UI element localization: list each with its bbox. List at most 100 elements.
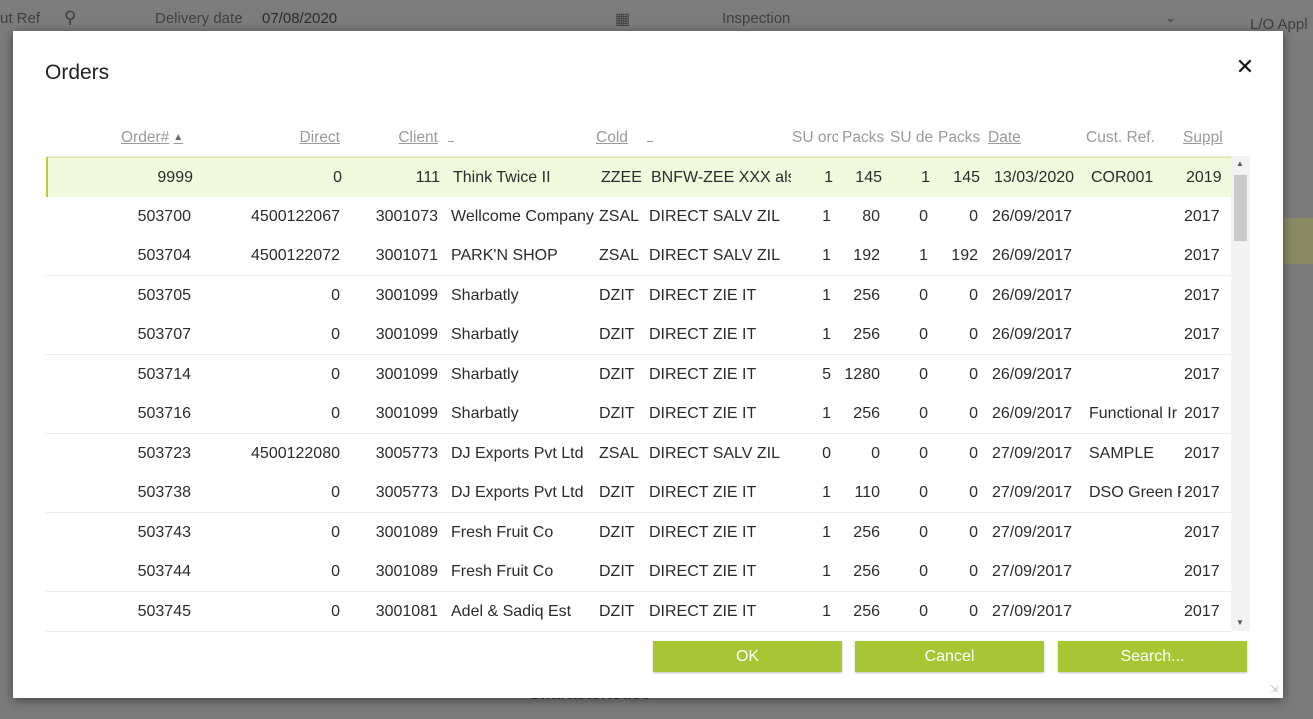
- column-header-cold[interactable]: Cold: [596, 129, 628, 146]
- cell-su-del: 1: [921, 169, 930, 186]
- cell-date: 26/09/2017: [992, 286, 1073, 304]
- cell-packs-del: 0: [969, 405, 978, 422]
- cell-direct: 0: [331, 523, 340, 541]
- scroll-up-icon[interactable]: ▲: [1236, 159, 1244, 168]
- cell-su-del: 0: [919, 365, 928, 383]
- cell-su-ord: 1: [822, 484, 831, 501]
- column-header-direct[interactable]: Direct: [299, 129, 340, 146]
- cell-client: 3001089: [375, 563, 438, 580]
- search-button[interactable]: Search...: [1058, 641, 1247, 672]
- column-header-supplier[interactable]: Suppl: [1183, 129, 1223, 146]
- cell-order: 503743: [137, 523, 191, 541]
- cell-date: 27/09/2017: [992, 444, 1073, 462]
- table-row[interactable]: 9999 0 111 Think Twice II ZZEE BNFW-ZEE XXX a…: [46, 157, 1231, 198]
- cell-supplier: 2017: [1184, 207, 1220, 225]
- cell-su-ord: 1: [822, 523, 831, 541]
- cell-cust-ref: [1089, 315, 1181, 354]
- ok-button[interactable]: OK: [653, 641, 842, 672]
- table-row[interactable]: 503743 0 3001089 Fresh Fruit Co DZIT DIRECT Z…: [46, 512, 1231, 553]
- cell-direct: 0: [331, 602, 340, 620]
- table-row[interactable]: 503744 0 3001089 Fresh Fruit Co DZIT DIRECT Z…: [46, 552, 1231, 592]
- cell-cold-desc: DIRECT ZIE IT: [649, 326, 757, 343]
- cell-direct: 0: [331, 326, 340, 343]
- column-header-packs-del[interactable]: Packs: [938, 129, 981, 146]
- cell-cold-desc: BNFW-ZEE XXX als: [651, 169, 791, 186]
- cell-direct: 0: [333, 169, 342, 186]
- cell-cold-desc: DIRECT SALV ZIL: [649, 444, 780, 462]
- cell-su-ord: 1: [822, 326, 831, 343]
- cell-packs-del: 0: [969, 365, 978, 383]
- cell-su-del: 0: [919, 405, 928, 422]
- cell-cust-ref: [1089, 197, 1181, 236]
- cell-order: 503716: [137, 405, 191, 422]
- column-header-order[interactable]: Order# ▲: [121, 129, 184, 146]
- resize-grip-icon[interactable]: ⇲: [1270, 684, 1279, 695]
- cell-supplier: 2017: [1184, 523, 1220, 541]
- cell-supplier: 2017: [1184, 602, 1220, 620]
- cell-cold: ZSAL: [599, 247, 640, 264]
- bg-highlight-panel: [1283, 218, 1313, 264]
- cell-packs-ord: 256: [853, 523, 880, 541]
- cell-date: 26/09/2017: [992, 326, 1073, 343]
- column-header-client[interactable]: Client: [398, 129, 438, 146]
- table-row[interactable]: 503745 0 3001081 Adel & Sadiq Est DZIT DIRECT…: [46, 591, 1231, 632]
- table-row[interactable]: 503714 0 3001099 Sharbatly DZIT DIRECT ZIE IT…: [46, 354, 1231, 395]
- cell-cold-desc: DIRECT ZIE IT: [649, 286, 757, 304]
- bg-delivery-field: [150, 6, 638, 33]
- close-icon[interactable]: ✕: [1235, 54, 1255, 79]
- cancel-button[interactable]: Cancel: [855, 641, 1044, 672]
- cell-direct: 0: [331, 365, 340, 383]
- cell-cold: DZIT: [599, 365, 635, 383]
- cell-client: 3001099: [375, 286, 438, 304]
- cell-su-del: 1: [919, 247, 928, 264]
- cell-cold: DZIT: [599, 523, 635, 541]
- table-row[interactable]: 503738 0 3005773 DJ Exports Pvt Ltd DZIT DIRE…: [46, 473, 1231, 513]
- cell-packs-ord: 256: [853, 602, 880, 620]
- cell-client: 3001099: [375, 405, 438, 422]
- cell-client-name: Fresh Fruit Co: [451, 523, 554, 541]
- cell-su-ord: 1: [822, 286, 831, 304]
- cell-order: 503714: [137, 365, 191, 383]
- vertical-scrollbar[interactable]: ▲ ▼: [1231, 156, 1250, 631]
- cell-date: 26/09/2017: [992, 207, 1073, 225]
- cell-client-name: Think Twice II: [453, 169, 551, 186]
- cell-client: 3001089: [375, 523, 438, 541]
- cell-supplier: 2017: [1184, 247, 1220, 264]
- scrollbar-thumb[interactable]: [1234, 175, 1247, 241]
- table-row[interactable]: 503723 4500122080 3005773 DJ Exports Pvt Lt…: [46, 433, 1231, 474]
- cell-su-del: 0: [919, 484, 928, 501]
- cell-supplier: 2017: [1184, 326, 1220, 343]
- cell-cold-desc: DIRECT SALV ZIL: [649, 247, 780, 264]
- cell-cold: DZIT: [599, 602, 635, 620]
- cell-supplier: 2017: [1184, 563, 1220, 580]
- table-row[interactable]: 503707 0 3001099 Sharbatly DZIT DIRECT ZIE IT…: [46, 315, 1231, 355]
- column-header-su-ord[interactable]: SU orc: [792, 129, 838, 146]
- cell-direct: 4500122067: [251, 207, 340, 225]
- cell-packs-del: 0: [969, 563, 978, 580]
- cell-supplier: 2017: [1184, 365, 1220, 383]
- table-row[interactable]: 503700 4500122067 3001073 Wellcome Company Z…: [46, 196, 1231, 237]
- table-row[interactable]: 503704 4500122072 3001071 PARK'N SHOP ZSAL DI…: [46, 236, 1231, 276]
- cell-packs-del: 0: [969, 207, 978, 225]
- cell-supplier: 2017: [1184, 286, 1220, 304]
- column-header-cold-desc[interactable]: [641, 129, 655, 151]
- column-header-su-del[interactable]: SU de: [890, 129, 934, 146]
- cell-client-name: Sharbatly: [451, 365, 519, 383]
- cell-cold-desc: DIRECT ZIE IT: [649, 523, 757, 541]
- cell-order: 503700: [137, 207, 191, 225]
- column-header-packs-ord[interactable]: Packs: [842, 129, 885, 146]
- column-header-cust-ref[interactable]: Cust. Ref.: [1086, 129, 1155, 146]
- cell-su-del: 0: [919, 602, 928, 620]
- cell-direct: 0: [331, 563, 340, 580]
- cell-date: 27/09/2017: [992, 523, 1073, 541]
- table-row[interactable]: 503716 0 3001099 Sharbatly DZIT DIRECT ZIE IT…: [46, 394, 1231, 434]
- cell-cust-ref: Functional Ir: [1089, 405, 1178, 422]
- scroll-down-icon[interactable]: ▼: [1236, 618, 1244, 627]
- cell-cust-ref: [1089, 355, 1181, 394]
- cell-packs-ord: 80: [862, 207, 880, 225]
- cell-date: 27/09/2017: [992, 602, 1073, 620]
- table-row[interactable]: 503705 0 3001099 Sharbatly DZIT DIRECT ZIE IT…: [46, 275, 1231, 316]
- column-header-date[interactable]: Date: [988, 129, 1021, 146]
- column-header-client-name[interactable]: [442, 129, 456, 151]
- cell-cold: ZSAL: [599, 207, 640, 225]
